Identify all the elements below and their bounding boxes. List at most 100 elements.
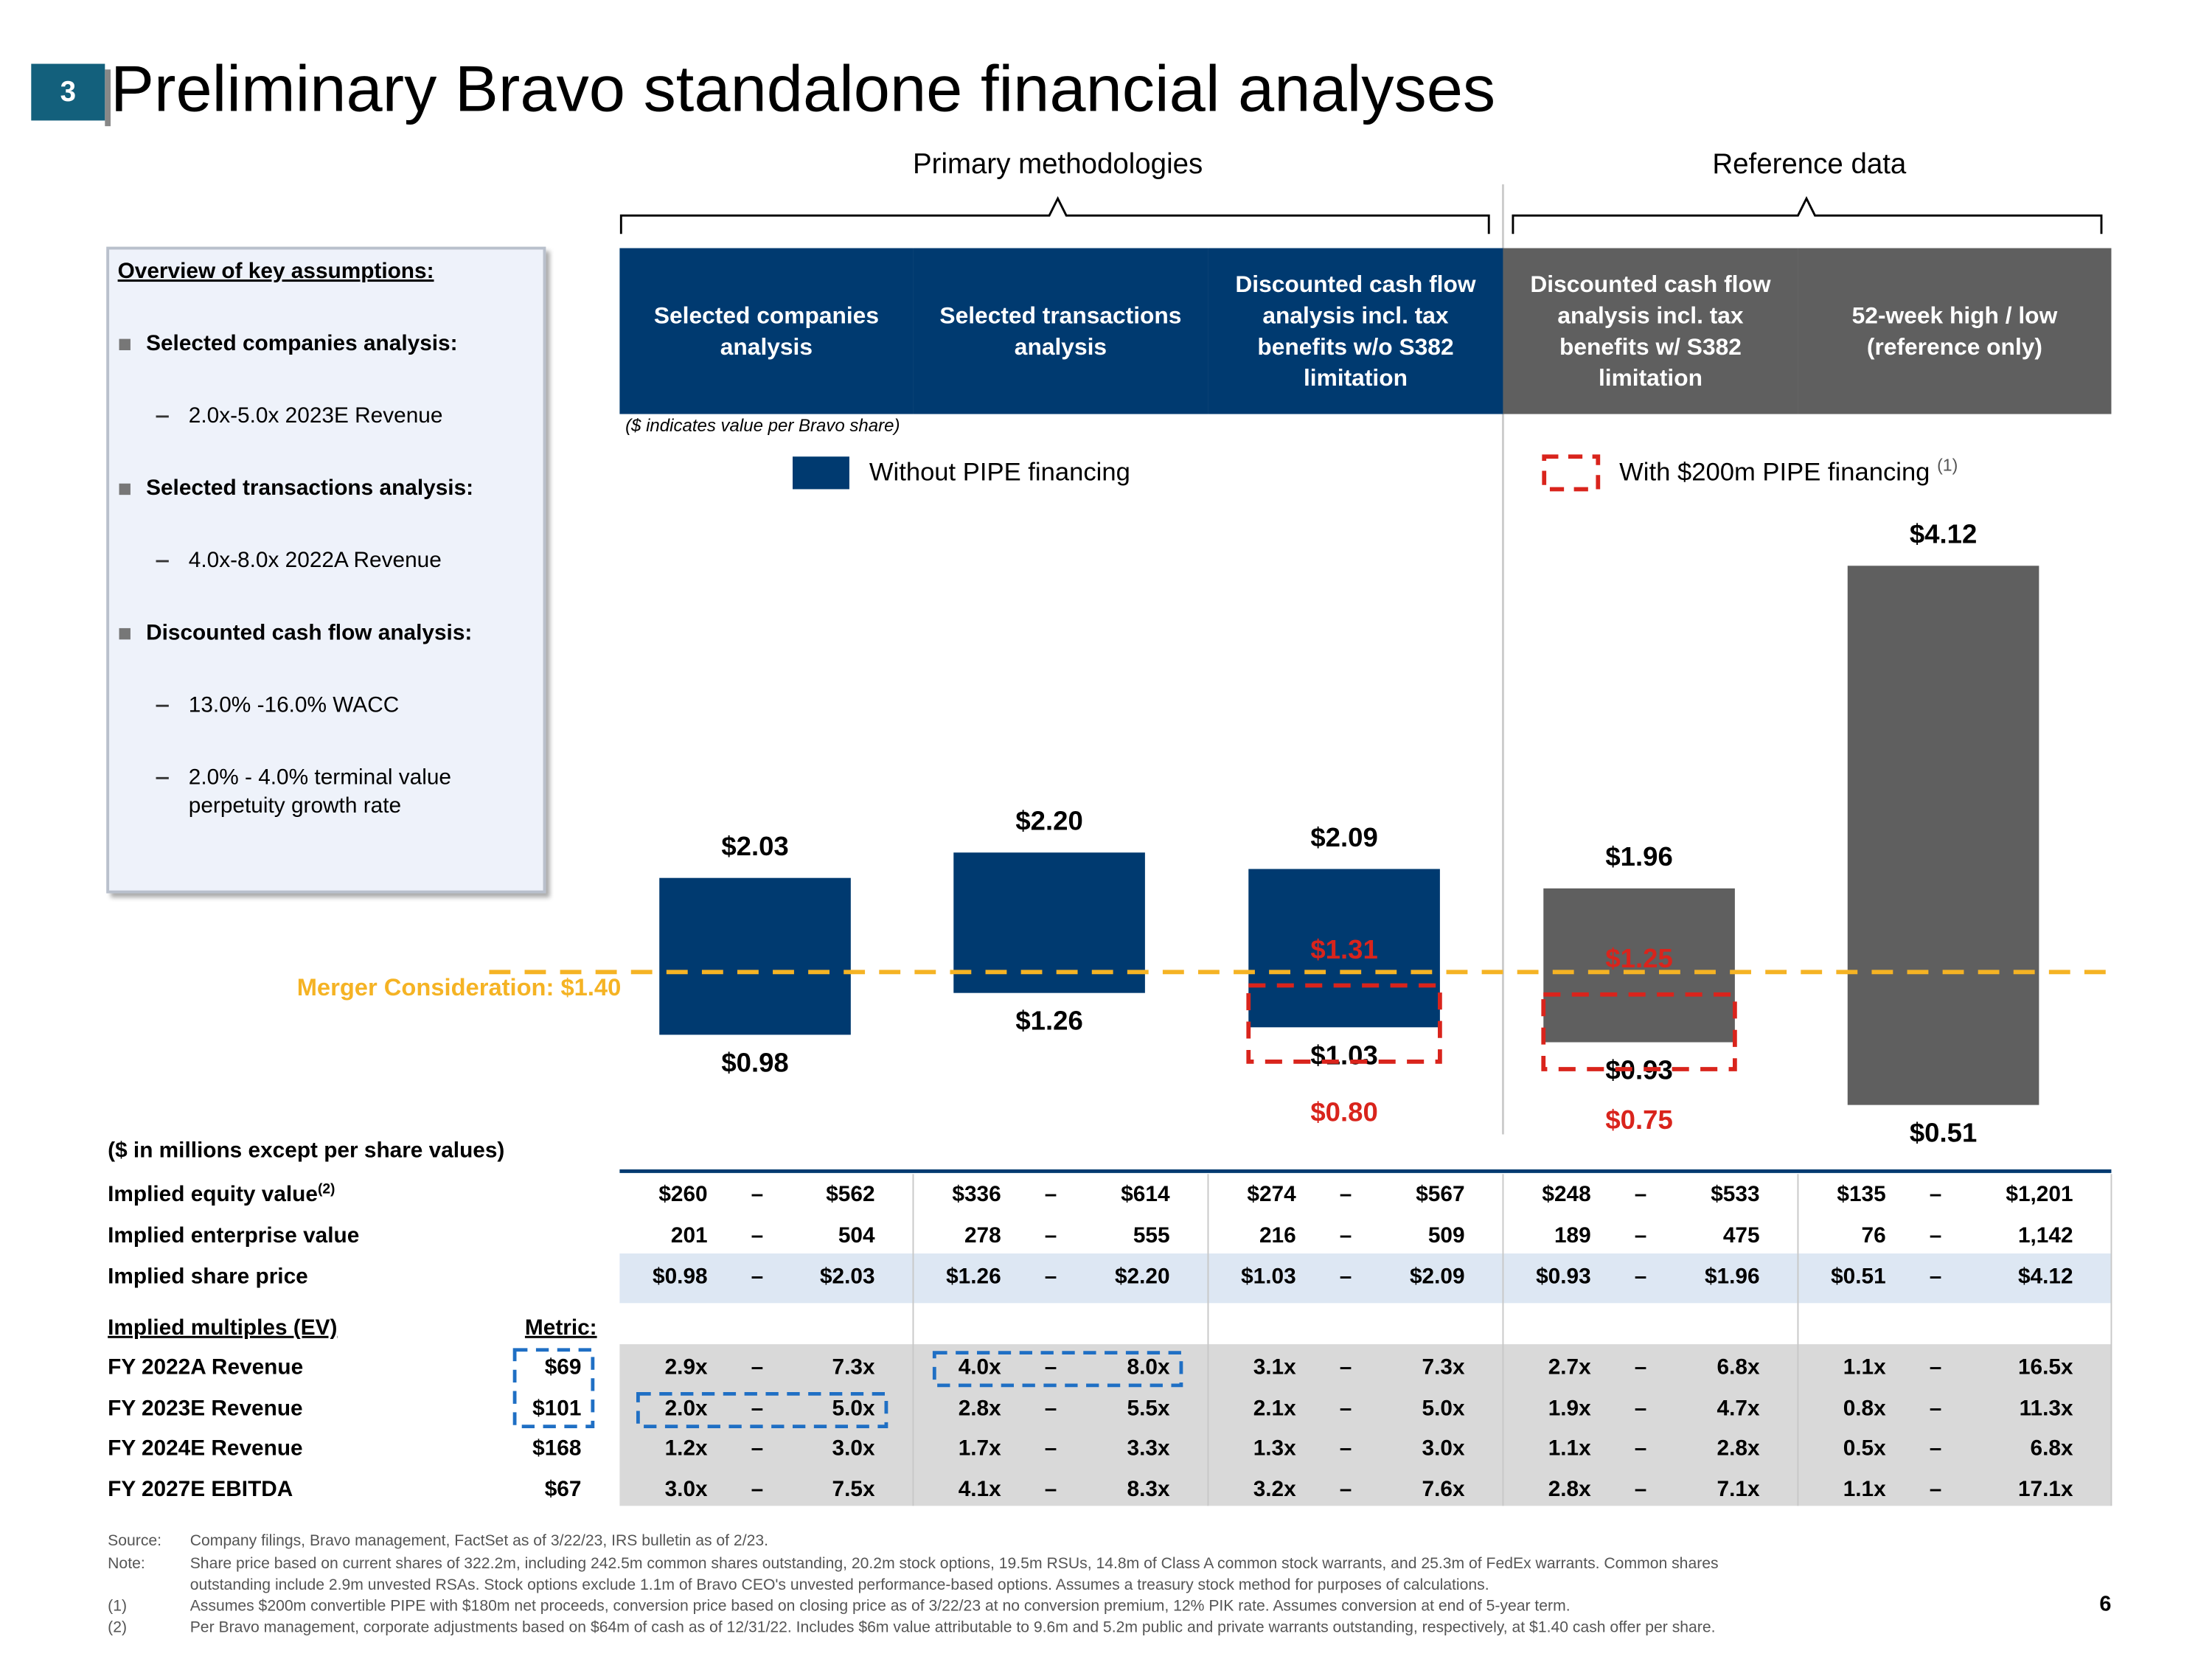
row-label: Implied enterprise value: [108, 1223, 359, 1248]
cell: 1.9x: [1548, 1396, 1591, 1420]
cell: 4.1x: [959, 1477, 1001, 1501]
bar-label: $1.03: [1310, 1040, 1377, 1070]
cell: 6.8x: [1717, 1355, 1760, 1380]
cell: 2.8x: [1548, 1477, 1591, 1501]
cell: 3.1x: [1253, 1355, 1296, 1380]
cell: 8.3x: [1127, 1477, 1170, 1501]
range-separator: –: [751, 1436, 764, 1460]
pipe-label: $0.80: [1310, 1097, 1377, 1127]
cell: $0.98: [653, 1265, 708, 1289]
dash-bullet: [156, 560, 169, 563]
cell: 201: [671, 1223, 708, 1248]
cell: 7.1x: [1717, 1477, 1760, 1501]
cell: $2.09: [1410, 1265, 1465, 1289]
footnote-text: Per Bravo management, corporate adjustme…: [189, 1619, 1716, 1637]
dash-bullet: [156, 704, 169, 707]
note: ($ indicates value per Bravo share): [625, 416, 900, 436]
cell: 3.2x: [1253, 1477, 1296, 1501]
multiples-heading: Implied multiples (EV): [108, 1315, 337, 1340]
bar-label: $2.09: [1310, 822, 1377, 852]
footnote-marker: (1): [108, 1598, 128, 1615]
cell: $1.96: [1705, 1265, 1760, 1289]
footnote-marker: Note:: [108, 1555, 145, 1573]
range-separator: –: [751, 1477, 764, 1501]
cell: $1.26: [946, 1265, 1001, 1289]
cell: $0.51: [1831, 1265, 1886, 1289]
legend-swatch: [1542, 454, 1601, 492]
brace: [1512, 196, 2103, 234]
range-separator: –: [1340, 1182, 1352, 1206]
range-separator: –: [1930, 1265, 1942, 1289]
row-label: FY 2024E Revenue: [108, 1436, 302, 1460]
range-separator: –: [1635, 1355, 1647, 1380]
footnote-marker: Source:: [108, 1532, 162, 1550]
range-separator: –: [1045, 1436, 1057, 1460]
range-separator: –: [1635, 1182, 1647, 1206]
cell: 216: [1259, 1223, 1296, 1248]
footnote-text: Share price based on current shares of 3…: [189, 1555, 1719, 1594]
cell: 189: [1554, 1223, 1591, 1248]
range-separator: –: [751, 1223, 764, 1248]
footnote-marker: (2): [108, 1619, 128, 1637]
range-separator: –: [1045, 1182, 1057, 1206]
cell: $1.03: [1241, 1265, 1296, 1289]
bar: [1543, 888, 1735, 1043]
bar-label: $0.98: [721, 1047, 788, 1077]
cell: 2.1x: [1253, 1396, 1296, 1420]
bar: [1847, 566, 2039, 1105]
pipe-label: $1.25: [1605, 943, 1672, 973]
range-separator: –: [1340, 1436, 1352, 1460]
assumption: Selected companies analysis:: [146, 332, 458, 356]
row-highlight: [619, 1253, 2112, 1304]
bar: [659, 877, 851, 1035]
range-separator: –: [1930, 1477, 1942, 1501]
cell: 76: [1862, 1223, 1886, 1248]
range-separator: –: [1340, 1223, 1352, 1248]
range-separator: –: [1930, 1182, 1942, 1206]
cell: 5.5x: [1127, 1396, 1170, 1420]
cell: $614: [1121, 1182, 1170, 1206]
row-label: Implied share price: [108, 1265, 308, 1289]
bar-label: $1.26: [1015, 1006, 1082, 1036]
cell: 11.3x: [2020, 1396, 2073, 1420]
assumptions-box: [106, 246, 546, 894]
column-header: 52-week high / low (reference only): [1798, 248, 2112, 414]
legend-swatch: [793, 456, 849, 490]
cell: 1.3x: [1253, 1436, 1296, 1460]
bar: [953, 852, 1145, 993]
cell: 16.5x: [2018, 1355, 2073, 1380]
cell: 0.8x: [1843, 1396, 1886, 1420]
cell: 475: [1723, 1223, 1760, 1248]
assumption: 4.0x-8.0x 2022A Revenue: [188, 549, 442, 573]
cell: 17.1x: [2018, 1477, 2073, 1501]
metric: $101: [532, 1396, 581, 1420]
range-separator: –: [1045, 1355, 1057, 1380]
cell: 7.5x: [832, 1477, 875, 1501]
range-separator: –: [1635, 1436, 1647, 1460]
group-label: Reference data: [1712, 148, 1907, 180]
range-separator: –: [751, 1182, 764, 1206]
range-separator: –: [1635, 1223, 1647, 1248]
cell: $135: [1837, 1182, 1885, 1206]
bullet: [119, 338, 131, 351]
assumption: 2.0% - 4.0% terminal value perpetuity gr…: [188, 765, 451, 818]
cell: 2.7x: [1548, 1355, 1591, 1380]
bar-label: $0.51: [1910, 1118, 1977, 1148]
range-separator: –: [1045, 1265, 1057, 1289]
range-separator: –: [1635, 1265, 1647, 1289]
cell: 2.8x: [959, 1396, 1001, 1420]
cell: 2.9x: [665, 1355, 708, 1380]
dash-bullet: [156, 776, 169, 779]
assumption: 13.0% -16.0% WACC: [188, 693, 400, 718]
cell: $4.12: [2018, 1265, 2073, 1289]
cell: 5.0x: [832, 1396, 875, 1420]
range-separator: –: [1635, 1396, 1647, 1420]
cell: 1.1x: [1548, 1436, 1591, 1460]
cell: 1.7x: [959, 1436, 1001, 1460]
bar-label: $2.03: [721, 831, 788, 861]
cell: 1,142: [2018, 1223, 2073, 1248]
assumption: 2.0x-5.0x 2023E Revenue: [188, 404, 443, 428]
footnote-text: Company filings, Bravo management, FactS…: [189, 1532, 769, 1550]
cell: 509: [1428, 1223, 1465, 1248]
